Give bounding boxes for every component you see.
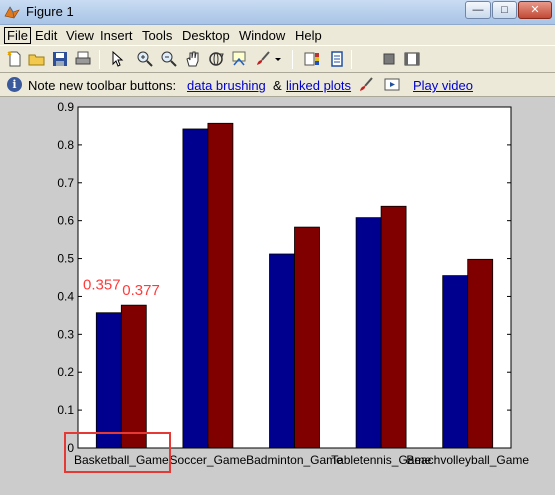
menu-file[interactable]: File — [4, 27, 31, 44]
value-annotation: 0.357 — [83, 277, 121, 294]
toolbar-separator — [99, 50, 100, 69]
pointer-icon[interactable] — [108, 50, 126, 68]
menu-insert[interactable]: Insert — [98, 28, 135, 43]
value-annotation: 0.377 — [122, 282, 160, 299]
menu-desktop[interactable]: Desktop — [180, 28, 232, 43]
info-bar: i Note new toolbar buttons: data brushin… — [0, 73, 555, 97]
y-tick-label: 0.9 — [57, 100, 74, 114]
y-tick-label: 0.1 — [57, 403, 74, 417]
info-text: Note new toolbar buttons: — [28, 78, 176, 93]
menu-window[interactable]: Window — [237, 28, 287, 43]
y-tick-label: 0.6 — [57, 214, 74, 228]
colorbar-icon[interactable] — [303, 50, 321, 68]
x-tick-label: Soccer_Game — [170, 453, 247, 467]
new-figure-icon[interactable] — [6, 50, 24, 68]
x-tick-label: Beachvolleyball_Game — [406, 453, 529, 467]
y-tick-label: 0.4 — [57, 289, 74, 303]
bar — [183, 129, 208, 448]
brush-dropdown-icon[interactable] — [274, 50, 282, 68]
maximize-button[interactable]: □ — [492, 1, 517, 19]
matlab-figure-icon — [4, 4, 20, 20]
menu-help[interactable]: Help — [293, 28, 324, 43]
bar — [468, 259, 493, 448]
toolbar-separator — [351, 50, 352, 69]
legend-icon[interactable] — [328, 50, 346, 68]
bar — [96, 313, 121, 448]
y-tick-label: 0.7 — [57, 176, 74, 190]
open-file-icon[interactable] — [28, 50, 46, 68]
bar — [270, 254, 295, 448]
menu-tools[interactable]: Tools — [140, 28, 174, 43]
play-video-link[interactable]: Play video — [413, 78, 473, 93]
bar — [208, 123, 233, 448]
brush-icon — [358, 77, 374, 93]
y-tick-label: 0.5 — [57, 252, 74, 266]
zoom-in-icon[interactable] — [136, 50, 154, 68]
toolbar-separator — [292, 50, 293, 69]
toolbar — [0, 45, 555, 73]
bar — [121, 305, 146, 448]
data-cursor-icon[interactable] — [230, 50, 248, 68]
bar — [295, 227, 320, 448]
rotate-3d-icon[interactable] — [207, 50, 225, 68]
y-tick-label: 0.8 — [57, 138, 74, 152]
bar — [443, 276, 468, 448]
figure-area: 0 0.1 0.2 0.3 0.4 0.5 0.6 0.7 0.8 0.9 Basketball_G… — [0, 97, 555, 495]
save-icon[interactable] — [51, 50, 69, 68]
y-tick-label: 0.3 — [57, 327, 74, 341]
video-icon — [384, 78, 400, 91]
minimize-button[interactable]: — — [465, 1, 491, 19]
close-button[interactable]: ✕ — [518, 1, 552, 19]
bar — [381, 206, 406, 448]
info-icon: i — [7, 77, 22, 92]
hide-plot-tools-icon[interactable] — [380, 50, 398, 68]
x-tick-label: Badminton_Game — [246, 453, 343, 467]
menu-edit[interactable]: Edit — [33, 28, 59, 43]
highlight-box — [64, 432, 171, 473]
bar — [356, 218, 381, 448]
y-tick-label: 0.2 — [57, 365, 74, 379]
print-icon[interactable] — [74, 50, 92, 68]
zoom-out-icon[interactable] — [160, 50, 178, 68]
ampersand-text: & — [273, 78, 282, 93]
brush-icon[interactable] — [254, 50, 272, 68]
menu-bar: File Edit View Insert Tools Desktop Wind… — [0, 25, 555, 45]
show-plot-tools-icon[interactable] — [403, 50, 421, 68]
pan-hand-icon[interactable] — [184, 50, 202, 68]
menu-view[interactable]: View — [64, 28, 96, 43]
window-title: Figure 1 — [26, 4, 74, 19]
data-brushing-link[interactable]: data brushing — [187, 78, 266, 93]
linked-plots-link[interactable]: linked plots — [286, 78, 351, 93]
title-bar: Figure 1 — □ ✕ — [0, 0, 555, 25]
